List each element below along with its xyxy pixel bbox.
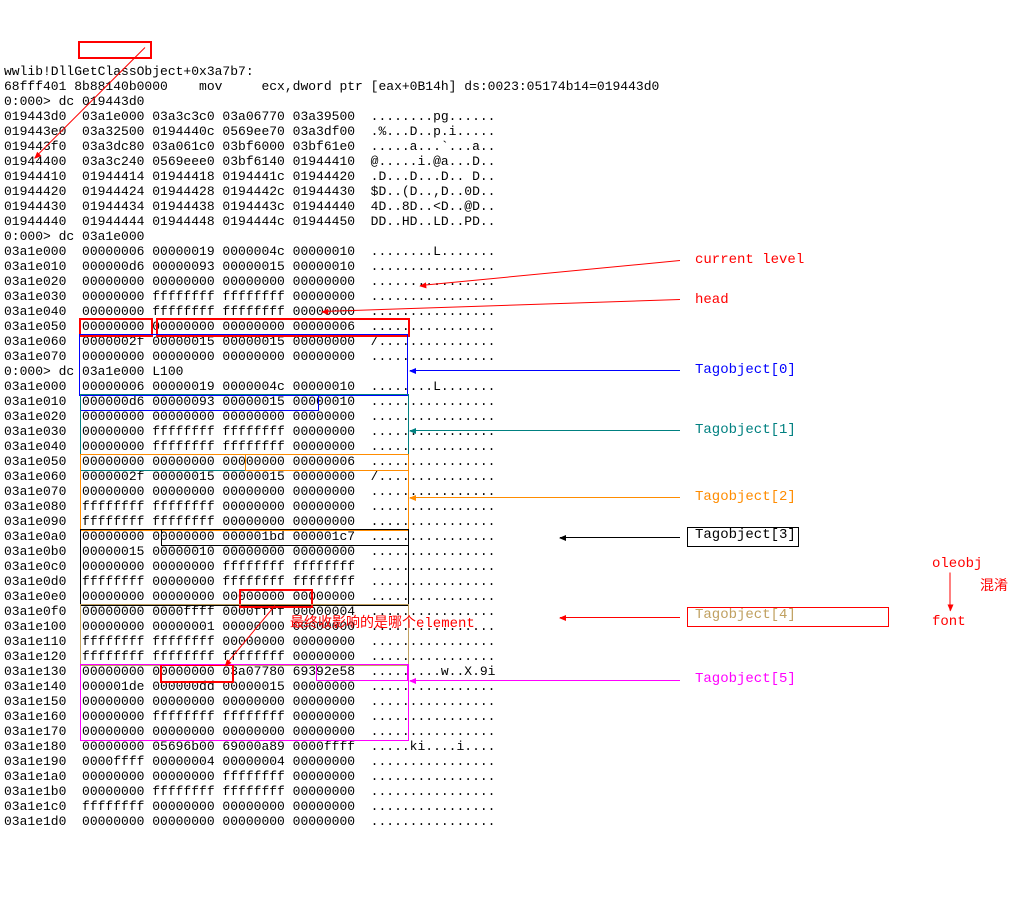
box-small_03a1e000	[78, 41, 152, 59]
debugger-dump: wwlib!DllGetClassObject+0x3a7b7: 68fff40…	[4, 64, 1021, 829]
